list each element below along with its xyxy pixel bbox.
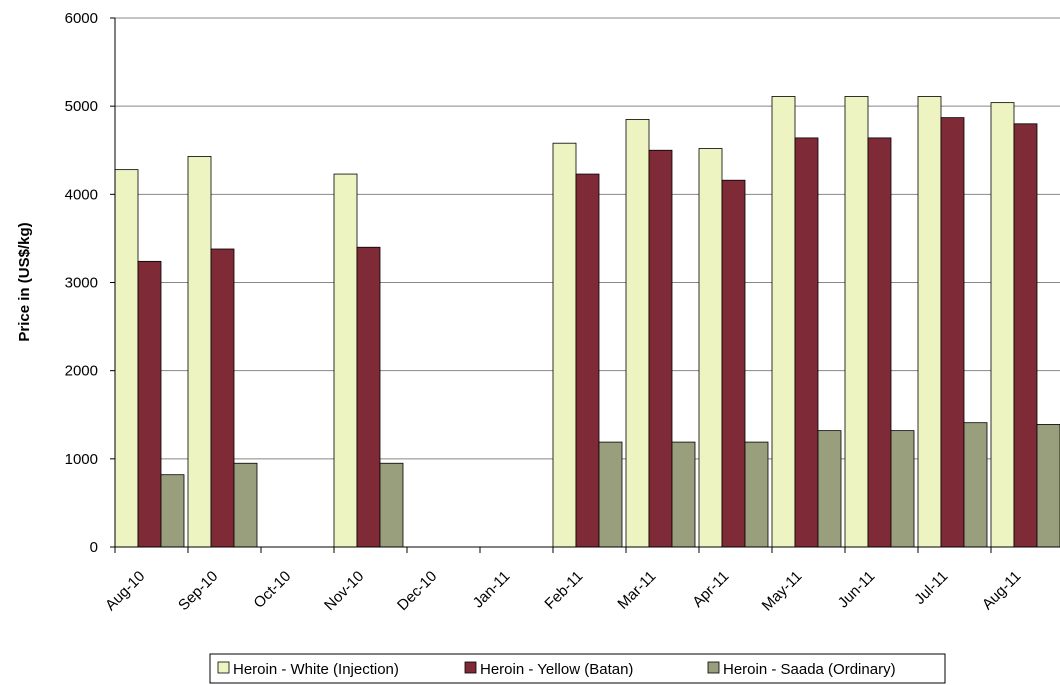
bar (356, 246, 381, 548)
y-tick-label: 2000 (65, 363, 98, 380)
y-axis-ticks: 0 1000 2000 3000 4000 5000 6000 (65, 10, 115, 556)
y-tick-label: 1000 (65, 451, 98, 468)
bar (1013, 123, 1038, 548)
y-tick-label: 6000 (65, 10, 98, 27)
y-tick-label: 0 (90, 539, 98, 556)
legend-label: Heroin - White (Injection) (233, 661, 399, 678)
bar (917, 96, 942, 548)
y-tick-label: 5000 (65, 98, 98, 115)
bar (598, 441, 623, 548)
y-tick-label: 3000 (65, 275, 98, 292)
bar (648, 149, 673, 548)
bar (771, 96, 796, 548)
legend-swatch (217, 661, 230, 674)
bar (137, 260, 162, 548)
x-tick-label: Jul-11 (911, 568, 951, 608)
x-tick-label: Dec-10 (394, 568, 440, 614)
legend-label: Heroin - Saada (Ordinary) (723, 661, 896, 678)
bar (990, 102, 1015, 548)
x-tick-label: Apr-11 (689, 568, 732, 611)
x-tick-label: Aug-11 (979, 568, 1024, 613)
bar (844, 96, 869, 548)
legend-swatch (707, 661, 720, 674)
bar (575, 173, 600, 548)
bar (671, 441, 696, 548)
bar (721, 179, 746, 548)
bar (867, 137, 892, 548)
x-tick-label: Feb-11 (541, 568, 586, 613)
bar (379, 462, 404, 548)
x-tick-label: Jun-11 (835, 568, 879, 612)
y-axis-title: Price in (US$/kg) (16, 222, 33, 341)
axes (114, 18, 1060, 548)
bar (1036, 424, 1060, 548)
bars (114, 96, 1060, 548)
bar (187, 156, 212, 548)
x-tick-label: Sep-10 (175, 568, 221, 614)
legend-label: Heroin - Yellow (Batan) (480, 661, 633, 678)
bar (794, 137, 819, 548)
bar (817, 430, 842, 548)
x-tick-label: Mar-11 (614, 568, 659, 613)
bar (625, 118, 650, 548)
x-tick-label: May-11 (759, 568, 806, 615)
bar (744, 441, 769, 548)
bar (890, 430, 915, 548)
x-tick-label: Aug-10 (102, 568, 148, 614)
legend-box (209, 653, 946, 684)
bar (963, 422, 988, 548)
y-tick-label: 4000 (65, 186, 98, 203)
x-axis-ticks: Aug-10 Sep-10 Oct-10 Nov-10 Dec-10 Jan-11 Feb-… (102, 547, 1024, 614)
bar (114, 169, 139, 548)
legend-swatch (464, 661, 477, 674)
bar (940, 117, 965, 548)
bar (698, 148, 723, 548)
x-tick-label: Nov-10 (321, 568, 367, 614)
bar (552, 142, 577, 548)
x-tick-label: Oct-10 (250, 568, 294, 612)
x-tick-label: Jan-11 (470, 568, 514, 612)
bar (333, 173, 358, 548)
bar (233, 462, 258, 548)
bar (210, 248, 235, 548)
bar (160, 474, 185, 548)
legend: Heroin - White (Injection) Heroin - Yello… (209, 653, 946, 684)
